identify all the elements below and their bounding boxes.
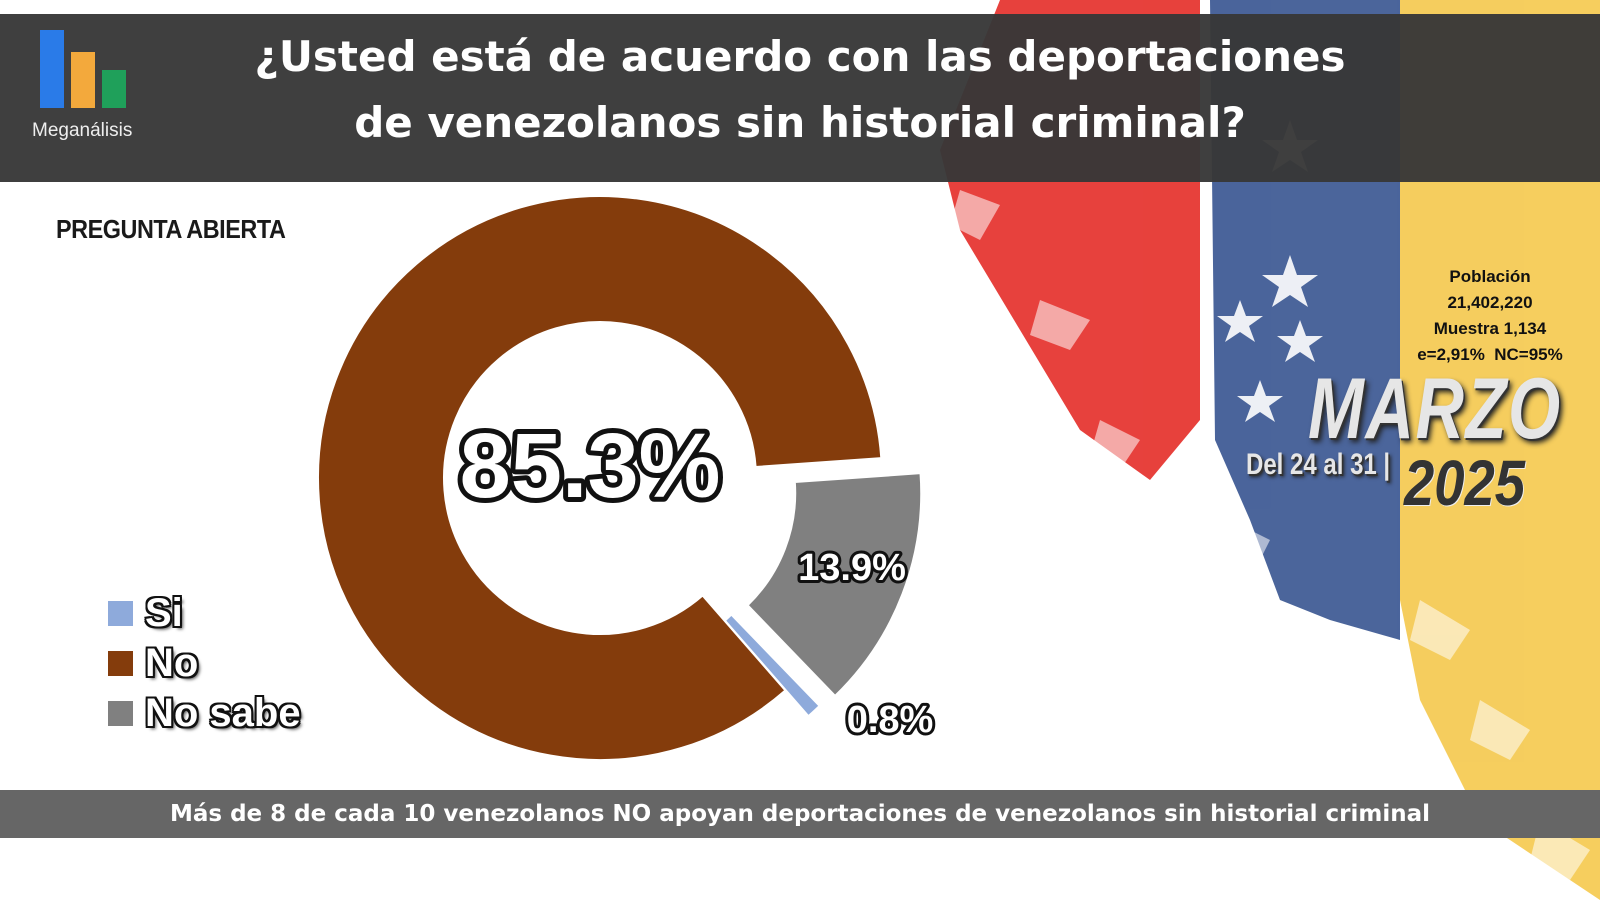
population-label: Población <box>1449 267 1531 286</box>
legend-label-no: No <box>145 640 199 685</box>
slice-no <box>317 195 883 761</box>
legend-label-no-sabe: No sabe <box>145 690 301 735</box>
footer-banner: Más de 8 de cada 10 venezolanos NO apoya… <box>0 790 1600 838</box>
population-value: 21,402,220 <box>1447 293 1533 312</box>
margin-of-error: e=2,91% NC=95% <box>1417 345 1563 364</box>
label-no: 85.3% <box>460 415 721 517</box>
legend-item-no: No <box>108 638 301 688</box>
survey-dates: Del 24 al 31 | <box>1246 448 1391 481</box>
chart-title-line1: ¿Usted está de acuerdo con las deportaci… <box>254 32 1346 81</box>
chart-title-line2: de venezolanos sin historial criminal? <box>354 98 1246 147</box>
chart-legend: Si No No sabe <box>108 588 301 738</box>
logo-bar-orange <box>71 52 95 108</box>
survey-stats: Población 21,402,220 Muestra 1,134 e=2,9… <box>1385 264 1595 368</box>
legend-label-si: Si <box>145 590 183 635</box>
header-bar <box>0 14 1600 182</box>
logo-bar-green <box>102 70 126 108</box>
slice-no-sabe <box>746 472 923 698</box>
chart-title: ¿Usted está de acuerdo con las deportaci… <box>250 24 1350 156</box>
survey-year: 2025 <box>1404 447 1526 519</box>
label-si: 0.8% <box>847 699 934 741</box>
label-no-sabe: 13.9% <box>798 547 906 589</box>
legend-item-no-sabe: No sabe <box>108 688 301 738</box>
legend-swatch-si <box>108 600 133 626</box>
logo-bar-blue <box>40 30 64 108</box>
survey-month: MARZO <box>1308 361 1562 457</box>
chart-subtitle: PREGUNTA ABIERTA <box>56 214 286 244</box>
legend-swatch-no <box>108 650 133 676</box>
legend-item-si: Si <box>108 588 301 638</box>
brand-name: Meganálisis <box>32 120 133 141</box>
brand-logo: Meganálisis <box>32 28 142 148</box>
sample-size: Muestra 1,134 <box>1433 319 1547 338</box>
legend-swatch-no-sabe <box>108 700 133 726</box>
